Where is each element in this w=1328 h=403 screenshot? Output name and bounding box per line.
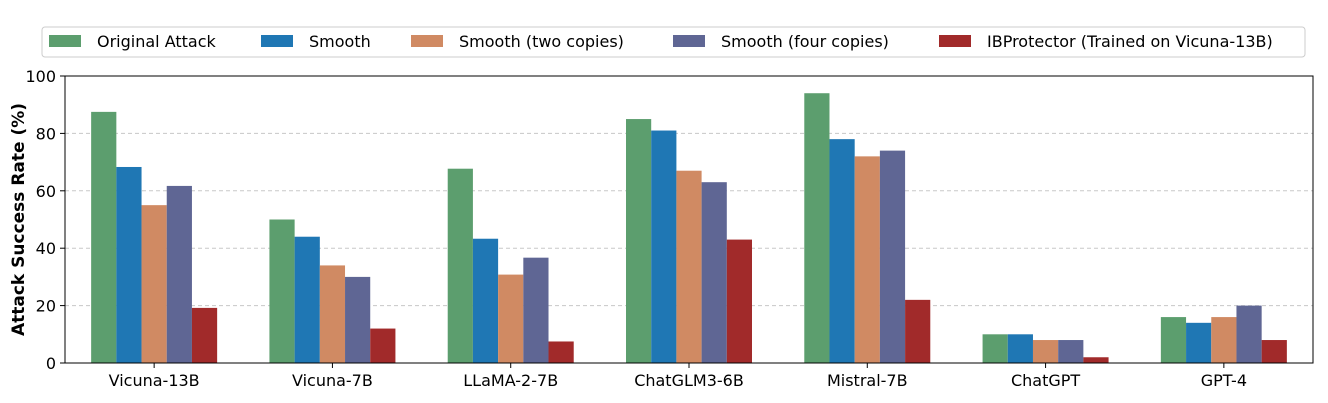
bar xyxy=(676,170,702,363)
y-tick-label: 100 xyxy=(25,67,56,86)
y-tick-label: 20 xyxy=(36,297,56,316)
bar xyxy=(370,328,396,363)
legend-label: Smooth (four copies) xyxy=(721,32,889,51)
legend: Original Attack Smooth Smooth (two copies)… xyxy=(41,26,1306,58)
legend-label: Original Attack xyxy=(97,32,217,51)
bar xyxy=(447,168,473,363)
x-tick-label: ChatGPT xyxy=(1011,371,1080,390)
bar xyxy=(269,219,295,363)
legend-label: IBProtector (Trained on Vicuna-13B) xyxy=(987,32,1273,51)
bar xyxy=(879,150,906,363)
bar xyxy=(498,274,524,363)
bar xyxy=(726,239,752,363)
x-tick-label: Mistral-7B xyxy=(827,371,908,390)
bar xyxy=(345,276,371,363)
bar xyxy=(1186,322,1212,363)
bar xyxy=(523,257,549,363)
bar xyxy=(166,185,192,363)
bar xyxy=(804,93,830,363)
bar xyxy=(1211,317,1237,363)
bar xyxy=(1032,340,1059,363)
x-tick-label: ChatGLM3-6B xyxy=(634,371,744,390)
y-tick-label: 40 xyxy=(36,239,56,258)
y-tick-label: 0 xyxy=(46,354,56,373)
bar xyxy=(116,166,142,363)
bar xyxy=(1261,340,1287,363)
bar xyxy=(982,334,1008,363)
bar xyxy=(905,299,931,363)
legend-label: Smooth xyxy=(309,32,371,51)
bar xyxy=(294,236,320,363)
x-axis: Vicuna-13B Vicuna-7B LLaMA-2-7B ChatGLM3-6B… xyxy=(109,363,1247,390)
legend-swatch xyxy=(673,35,705,47)
bar xyxy=(191,307,218,363)
x-tick-label: LLaMA-2-7B xyxy=(463,371,558,390)
bar xyxy=(1007,334,1033,363)
legend-swatch xyxy=(261,35,293,47)
legend-swatch xyxy=(939,35,971,47)
bar xyxy=(651,130,677,363)
bar xyxy=(829,139,855,363)
legend-label: Smooth (two copies) xyxy=(459,32,624,51)
bar xyxy=(141,205,167,363)
legend-swatch xyxy=(49,35,81,47)
bar xyxy=(91,111,117,363)
bar xyxy=(1160,317,1187,363)
legend-swatch xyxy=(411,35,443,47)
x-tick-label: Vicuna-7B xyxy=(292,371,373,390)
x-tick-label: Vicuna-13B xyxy=(109,371,200,390)
bar xyxy=(1083,357,1109,363)
bar xyxy=(854,156,880,363)
bar xyxy=(548,341,574,363)
bars xyxy=(91,93,1287,363)
bar xyxy=(701,182,727,363)
bar xyxy=(319,265,346,363)
bar xyxy=(1236,305,1262,363)
y-axis: 0 20 40 60 80 100 xyxy=(25,67,65,373)
bar xyxy=(1058,340,1084,363)
bar xyxy=(626,119,652,363)
y-tick-label: 80 xyxy=(36,124,56,143)
y-tick-label: 60 xyxy=(36,182,56,201)
y-axis-title: Attack Success Rate (%) xyxy=(9,103,29,336)
x-tick-label: GPT-4 xyxy=(1201,371,1247,390)
bar xyxy=(472,238,499,363)
